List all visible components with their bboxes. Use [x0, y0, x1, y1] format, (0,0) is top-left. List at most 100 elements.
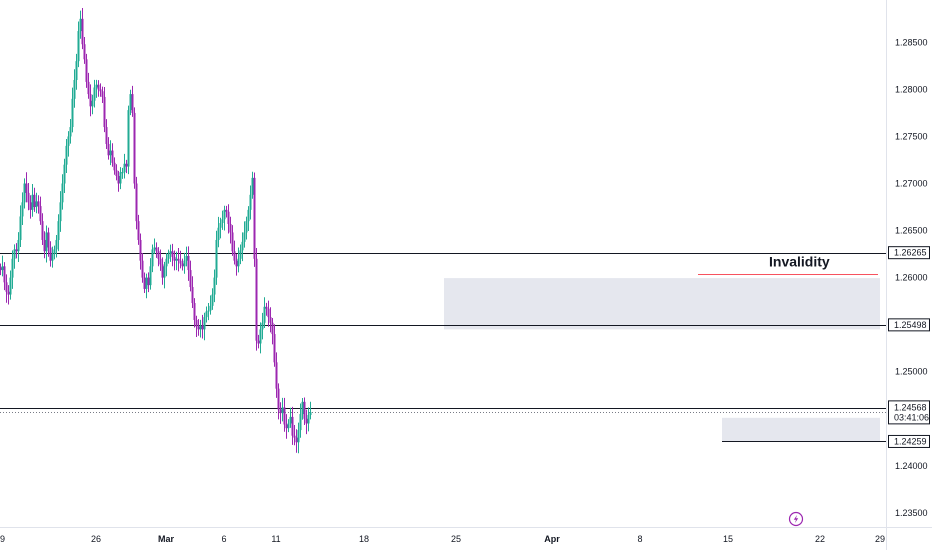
candle[interactable]	[309, 401, 312, 420]
candle[interactable]	[3, 262, 6, 291]
candle[interactable]	[71, 87, 74, 133]
time-axis[interactable]: 19 26 Mar 6 11 18 25 Apr 8 15 22 29	[0, 534, 885, 544]
candle[interactable]	[7, 285, 10, 305]
candle[interactable]	[145, 273, 148, 299]
candle[interactable]	[31, 184, 34, 217]
candle[interactable]	[203, 312, 206, 341]
candle[interactable]	[113, 157, 116, 175]
candle[interactable]	[53, 245, 56, 260]
candle[interactable]	[21, 192, 24, 226]
candle[interactable]	[9, 270, 12, 300]
candle[interactable]	[233, 240, 236, 265]
candle[interactable]	[187, 246, 190, 281]
candle[interactable]	[225, 205, 228, 218]
candle[interactable]	[91, 94, 94, 115]
candle[interactable]	[131, 85, 134, 117]
candles-layer[interactable]	[0, 8, 312, 454]
candle[interactable]	[173, 250, 176, 271]
candle[interactable]	[15, 243, 18, 259]
candle[interactable]	[239, 244, 242, 265]
candle[interactable]	[175, 251, 178, 271]
candle[interactable]	[281, 397, 284, 422]
candle[interactable]	[51, 246, 54, 268]
candle[interactable]	[23, 178, 26, 209]
candle[interactable]	[247, 206, 250, 232]
candle[interactable]	[273, 324, 276, 367]
candle[interactable]	[205, 306, 208, 323]
candle[interactable]	[137, 214, 140, 245]
candle[interactable]	[153, 238, 156, 254]
candle[interactable]	[1, 255, 4, 277]
candle[interactable]	[169, 244, 172, 262]
candle[interactable]	[277, 383, 280, 420]
candle[interactable]	[89, 84, 92, 117]
candle[interactable]	[257, 334, 260, 349]
candle[interactable]	[43, 231, 46, 259]
candle[interactable]	[125, 159, 128, 174]
candle[interactable]	[69, 118, 72, 144]
candle[interactable]	[235, 253, 238, 276]
candle[interactable]	[291, 406, 294, 445]
candle[interactable]	[197, 319, 200, 336]
candle[interactable]	[221, 210, 224, 230]
candle[interactable]	[141, 253, 144, 283]
supply-zone-1[interactable]	[722, 417, 880, 442]
candle[interactable]	[155, 242, 158, 258]
candle[interactable]	[275, 352, 278, 398]
candle[interactable]	[151, 244, 154, 273]
candle[interactable]	[191, 276, 194, 309]
candle[interactable]	[67, 131, 70, 157]
candle[interactable]	[229, 216, 232, 244]
candle[interactable]	[85, 53, 88, 88]
candle[interactable]	[19, 205, 22, 248]
candle[interactable]	[179, 250, 182, 269]
candle[interactable]	[55, 234, 58, 258]
candle[interactable]	[297, 422, 300, 454]
candle[interactable]	[45, 225, 48, 263]
candle[interactable]	[171, 243, 174, 267]
candle[interactable]	[25, 172, 28, 203]
candle[interactable]	[181, 258, 184, 271]
candle[interactable]	[27, 183, 30, 211]
candle[interactable]	[267, 300, 270, 327]
candle[interactable]	[77, 21, 80, 68]
candle[interactable]	[81, 8, 84, 50]
candle[interactable]	[227, 204, 230, 234]
candle[interactable]	[83, 37, 86, 64]
candle[interactable]	[117, 170, 120, 192]
candle[interactable]	[127, 105, 130, 175]
candle[interactable]	[269, 307, 272, 333]
candle[interactable]	[285, 414, 288, 439]
candle[interactable]	[129, 89, 132, 116]
candle[interactable]	[115, 164, 118, 181]
candle[interactable]	[47, 227, 50, 257]
candle[interactable]	[143, 272, 146, 294]
candle[interactable]	[189, 260, 192, 292]
candle[interactable]	[57, 214, 60, 252]
candle[interactable]	[299, 403, 302, 438]
candle[interactable]	[95, 79, 98, 98]
candle[interactable]	[11, 250, 14, 289]
candle[interactable]	[111, 143, 114, 167]
candle[interactable]	[101, 86, 104, 104]
candle[interactable]	[245, 216, 248, 240]
candle[interactable]	[195, 315, 198, 338]
candle[interactable]	[283, 397, 286, 432]
candle[interactable]	[147, 272, 150, 293]
candle[interactable]	[271, 317, 274, 345]
candle[interactable]	[135, 176, 138, 230]
candle[interactable]	[287, 419, 290, 433]
candle[interactable]	[265, 302, 268, 316]
candle[interactable]	[37, 195, 40, 214]
candle[interactable]	[119, 167, 122, 190]
candle[interactable]	[201, 314, 204, 339]
candle[interactable]	[305, 409, 308, 435]
candle[interactable]	[49, 241, 52, 267]
candle[interactable]	[177, 248, 180, 272]
candle[interactable]	[211, 288, 214, 310]
candle[interactable]	[167, 249, 170, 264]
supply-zone-0[interactable]	[444, 278, 880, 330]
candle[interactable]	[33, 187, 36, 212]
lightning-icon[interactable]	[788, 511, 804, 527]
